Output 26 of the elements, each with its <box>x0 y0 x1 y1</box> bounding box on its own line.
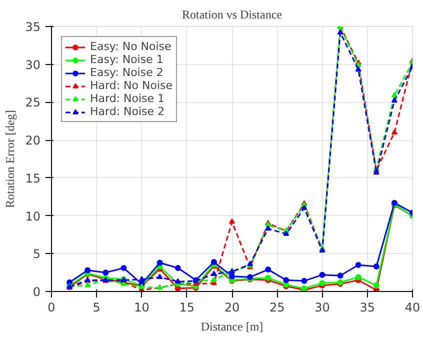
legend-label: Easy: No Noise <box>90 40 172 53</box>
x-tick-label: 40 <box>404 300 420 314</box>
y-tick-label: 10 <box>25 209 41 224</box>
y-tick-label: 35 <box>25 20 41 34</box>
y-tick-label: 20 <box>25 134 41 148</box>
x-tick-label: 20 <box>224 300 240 314</box>
legend-label: Hard: Noise 2 <box>90 105 165 118</box>
y-tick-label: 5 <box>32 247 41 262</box>
chart-title: Rotation vs Distance <box>182 8 282 22</box>
legend-label: Easy: Noise 2 <box>90 66 164 79</box>
x-axis-title: Distance [m] <box>200 320 264 334</box>
x-tick-label: 35 <box>360 300 376 314</box>
x-tick-label: 10 <box>134 300 150 314</box>
y-tick-label: 25 <box>25 96 41 110</box>
x-tick-label: 25 <box>269 300 285 314</box>
legend-label: Easy: Noise 1 <box>90 53 164 66</box>
x-tick-label: 5 <box>92 300 100 314</box>
x-tick-label: 15 <box>179 300 195 314</box>
legend-label: Hard: No Noise <box>90 79 172 92</box>
x-tick-label: 0 <box>48 300 56 314</box>
y-tick-label: 30 <box>25 58 41 72</box>
y-tick-label: 0 <box>32 285 41 299</box>
y-axis-title: Rotation Error [deg] <box>3 110 18 208</box>
x-tick-label: 30 <box>314 300 330 314</box>
legend-label: Hard: Noise 1 <box>90 92 165 105</box>
y-tick-label: 15 <box>25 171 41 186</box>
